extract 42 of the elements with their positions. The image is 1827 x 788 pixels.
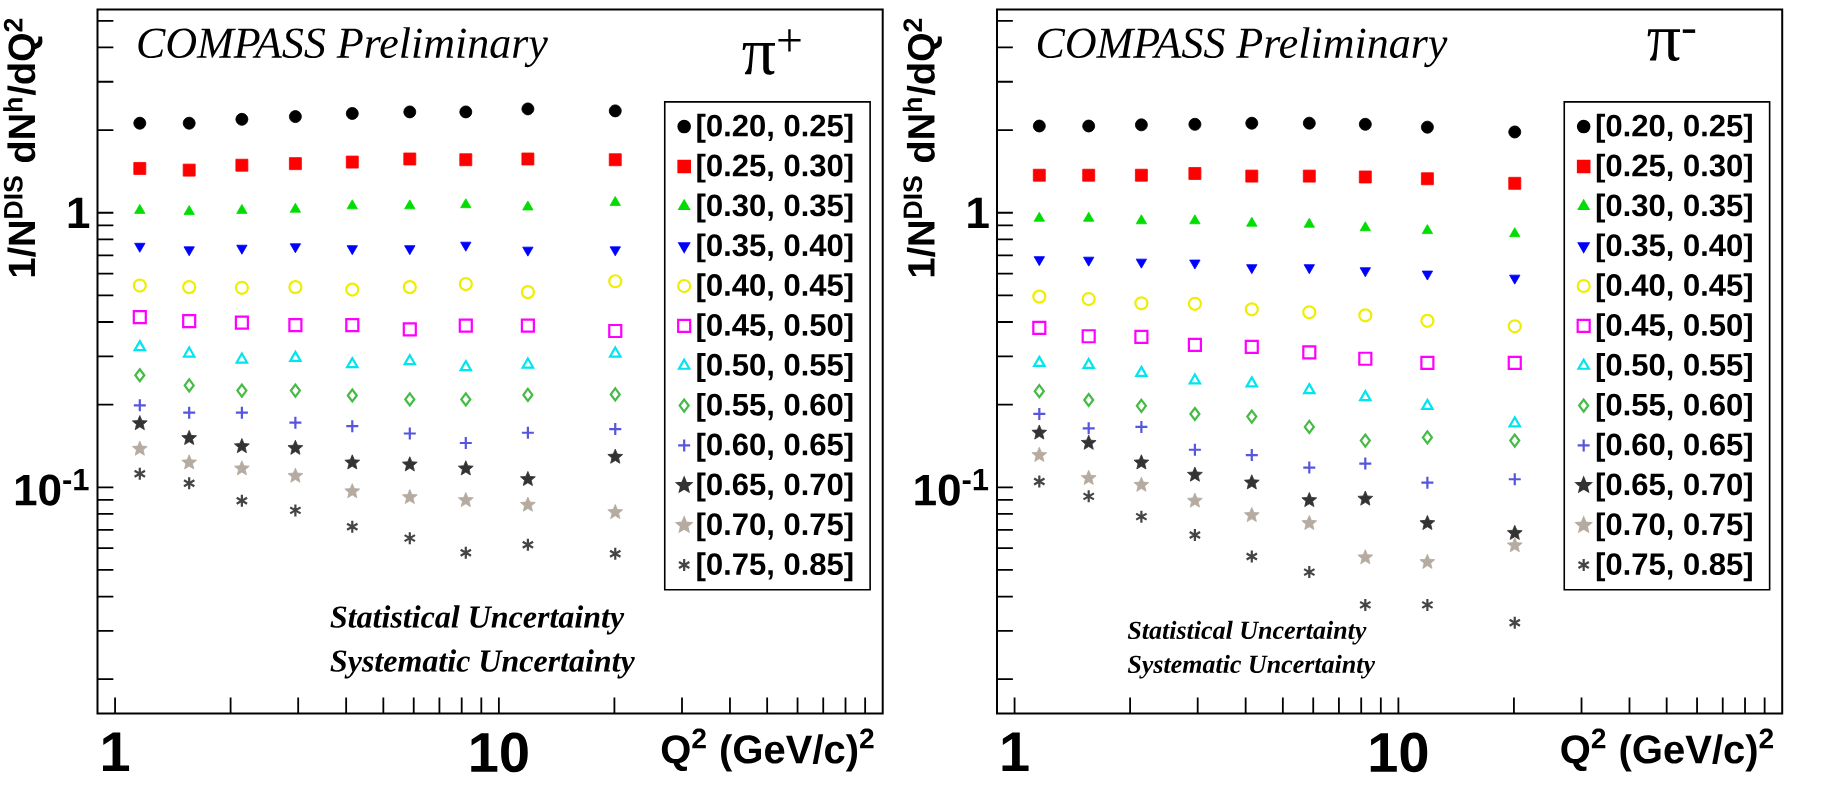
annotation: Statistical Uncertainty — [330, 605, 625, 635]
legend-label: [0.60, 0.65] — [697, 432, 853, 462]
x-tick-label: 10 — [471, 732, 528, 773]
legend-label: [0.50, 0.55] — [697, 353, 853, 382]
annotation: COMPASS Preliminary — [1037, 27, 1448, 68]
legend-label: [0.35, 0.40] — [697, 233, 853, 263]
legend-label: [0.70, 0.75] — [697, 512, 853, 542]
chart-title: π$^{+}$ — [742, 29, 801, 75]
annotation: Systematic Uncertainty — [1127, 654, 1376, 679]
legend-label: [0.45, 0.50] — [1596, 313, 1752, 343]
legend-label: [0.40, 0.45] — [1596, 273, 1752, 303]
legend-label: [0.25, 0.30] — [1596, 153, 1752, 183]
legend-label: [0.55, 0.60] — [697, 392, 853, 422]
y-tick-label: 10$^{-1}$ — [915, 468, 989, 506]
y-tick-label: 10$^{-1}$ — [15, 468, 89, 506]
legend-label: [0.65, 0.70] — [1596, 472, 1752, 502]
chart-title: π$^{-}$ — [1647, 29, 1696, 62]
legend-label: [0.35, 0.40] — [1596, 233, 1752, 263]
legend-label: [0.30, 0.35] — [697, 193, 853, 223]
legend-label: [0.75, 0.85] — [697, 552, 853, 582]
annotation: Systematic Uncertainty — [330, 649, 635, 679]
y-axis-title: 1/N$^{DIS}$ dN$^{h}$/dQ$^{2}$ — [3, 18, 43, 277]
legend-label: [0.30, 0.35] — [1596, 193, 1752, 223]
annotation: COMPASS Preliminary — [138, 27, 548, 68]
legend-label: [0.20, 0.25] — [697, 113, 853, 143]
legend-label: [0.75, 0.85] — [1596, 552, 1752, 582]
x-axis-title: Q$^{2}$ (GeV/c)$^{2}$ — [1561, 728, 1774, 772]
x-axis-title: Q$^{2}$ (GeV/c)$^{2}$ — [661, 728, 874, 772]
legend-label: [0.55, 0.60] — [1596, 392, 1752, 422]
y-axis-title: 1/N$^{DIS}$ dN$^{h}$/dQ$^{2}$ — [902, 18, 942, 277]
legend-label: [0.40, 0.45] — [697, 273, 853, 303]
legend-label: [0.60, 0.65] — [1596, 432, 1752, 462]
legend-label: [0.20, 0.25] — [1596, 113, 1752, 143]
legend-label: [0.50, 0.55] — [1596, 353, 1752, 382]
x-tick-label: 10 — [1370, 732, 1428, 773]
x-tick-label: 1 — [1002, 732, 1029, 772]
legend-label: [0.25, 0.30] — [697, 153, 853, 183]
annotation: Statistical Uncertainty — [1127, 620, 1367, 645]
legend-label: [0.65, 0.70] — [697, 472, 853, 502]
legend-label: [0.45, 0.50] — [697, 313, 853, 343]
legend-label: [0.70, 0.75] — [1596, 512, 1752, 542]
x-tick-label: 1 — [103, 732, 130, 772]
